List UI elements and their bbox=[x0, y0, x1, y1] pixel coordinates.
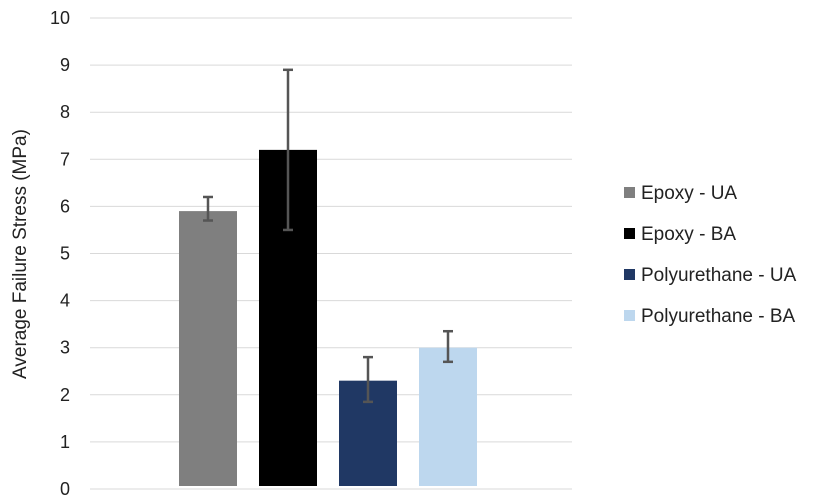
y-tick-label: 8 bbox=[60, 102, 70, 122]
y-tick-label: 3 bbox=[60, 338, 70, 358]
bars bbox=[179, 149, 477, 487]
y-axis-tick-labels: 0 1 2 3 4 5 6 7 8 9 10 bbox=[50, 8, 70, 498]
legend: Epoxy - UA Epoxy - BA Polyurethane - UA Pol… bbox=[624, 183, 797, 327]
y-tick-label: 5 bbox=[60, 244, 70, 264]
legend-swatch bbox=[624, 269, 635, 280]
bar bbox=[419, 347, 477, 486]
y-tick-label: 4 bbox=[60, 291, 70, 311]
y-tick-label: 7 bbox=[60, 149, 70, 169]
y-tick-label: 0 bbox=[60, 479, 70, 498]
y-tick-label: 1 bbox=[60, 432, 70, 452]
bar bbox=[179, 211, 237, 487]
legend-swatch bbox=[624, 310, 635, 321]
legend-label: Epoxy - BA bbox=[641, 224, 736, 245]
legend-swatch bbox=[624, 228, 635, 239]
y-tick-label: 6 bbox=[60, 196, 70, 216]
y-axis-title: Average Failure Stress (MPa) bbox=[10, 129, 31, 379]
legend-swatch bbox=[624, 187, 635, 198]
gridlines bbox=[90, 17, 572, 490]
y-tick-label: 10 bbox=[50, 8, 70, 28]
legend-label: Epoxy - UA bbox=[641, 183, 737, 204]
error-bars bbox=[203, 68, 453, 404]
y-tick-label: 9 bbox=[60, 55, 70, 75]
legend-label: Polyurethane - BA bbox=[641, 306, 796, 327]
y-tick-label: 2 bbox=[60, 385, 70, 405]
legend-label: Polyurethane - UA bbox=[641, 265, 797, 286]
